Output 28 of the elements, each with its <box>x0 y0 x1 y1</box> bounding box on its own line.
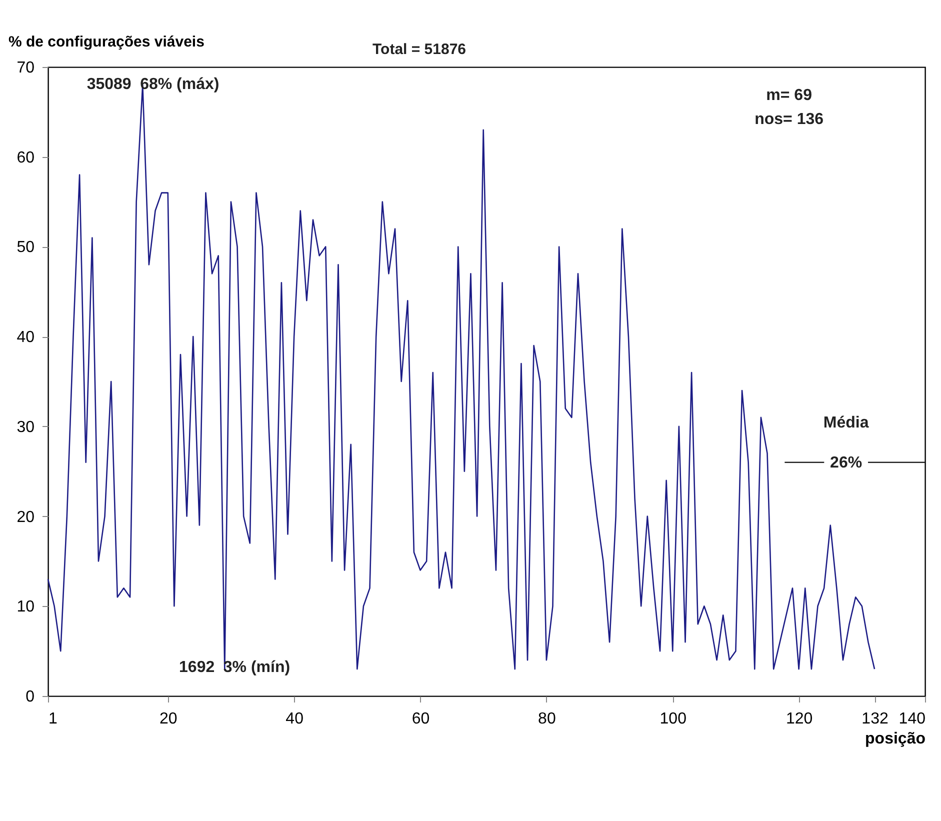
y-tick-label: 20 <box>16 508 35 526</box>
x-tick-label: 100 <box>660 710 687 728</box>
annotation: 68% (máx) <box>140 76 220 93</box>
text: Total = 51876 <box>372 41 466 58</box>
x-tick-label: 140 <box>898 710 926 728</box>
annotation: m= 69 <box>766 87 812 104</box>
x-tick-label: 60 <box>412 710 430 728</box>
x-tick-label: 132 <box>862 710 888 728</box>
x-tick-label: 80 <box>538 710 556 728</box>
y-tick-label: 10 <box>16 598 35 616</box>
annotation: 3% (mín) <box>223 659 290 676</box>
y-tick-label: 30 <box>16 418 35 436</box>
y-tick-label: 70 <box>16 60 35 76</box>
y-tick-label: 0 <box>26 688 35 706</box>
y-tick-label: 40 <box>16 329 35 346</box>
annotation: 35089 <box>86 76 132 93</box>
annotation: Média <box>823 414 869 432</box>
x-tick-label: 120 <box>786 710 813 728</box>
x-tick-label: 1 <box>48 710 58 728</box>
y-tick-label: 60 <box>16 149 35 166</box>
x-tick-label: 20 <box>159 710 178 728</box>
annotation: nos= 136 <box>754 111 824 128</box>
annotation: 1692 <box>179 659 215 676</box>
x-tick-label: 40 <box>286 710 304 728</box>
y-axis-title: % de configurações viáveis <box>8 34 204 50</box>
ref-line-label: 26% <box>830 454 862 472</box>
y-tick-label: 50 <box>16 239 35 256</box>
x-axis-title: posição <box>865 730 926 748</box>
